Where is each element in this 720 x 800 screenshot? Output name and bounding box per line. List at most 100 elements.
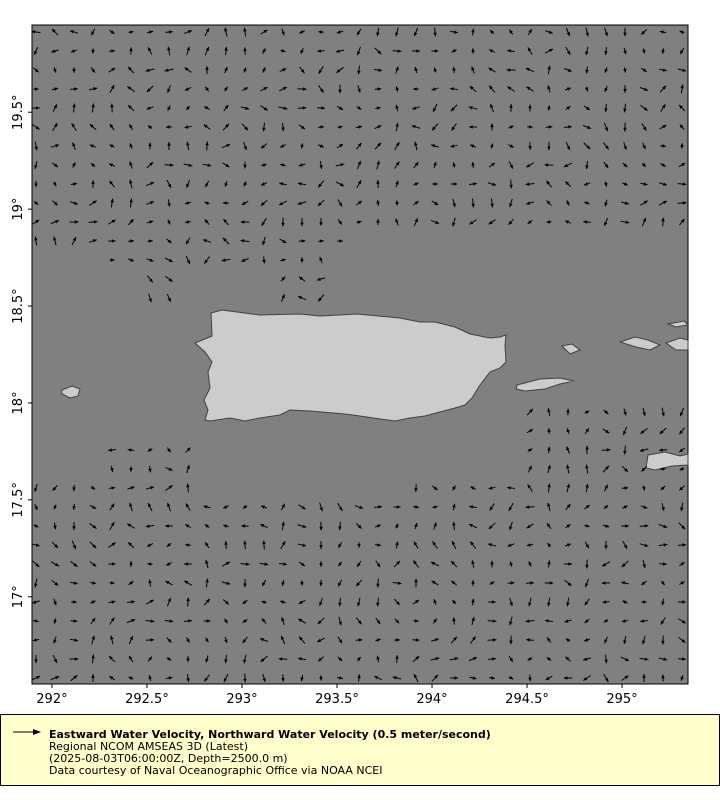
velocity-arrow [430,144,440,148]
velocity-arrow [414,141,418,151]
velocity-arrow [468,106,478,110]
velocity-arrow [433,598,437,606]
velocity-arrow [585,160,589,170]
velocity-arrow [376,578,380,588]
velocity-arrow [204,219,210,225]
velocity-arrow [280,49,286,53]
velocity-arrow [336,30,344,34]
velocity-arrow [583,638,591,642]
velocity-arrow [53,522,57,530]
velocity-arrow [640,104,648,112]
velocity-arrow [262,67,266,73]
velocity-arrow [33,67,39,73]
velocity-arrow [185,543,191,547]
velocity-arrow [677,618,687,624]
velocity-arrow [584,524,590,528]
velocity-arrow [278,657,288,661]
velocity-arrow [319,675,323,681]
velocity-arrow [376,180,380,188]
x-tick-label: 293.5° [315,692,359,707]
velocity-arrow [259,562,269,566]
velocity-arrow [297,106,307,110]
velocity-arrow [129,560,133,568]
velocity-arrow [678,104,686,112]
velocity-arrow [167,105,171,111]
velocity-arrow [509,179,513,189]
velocity-arrow [488,67,496,73]
velocity-arrow [317,294,325,302]
velocity-arrow [337,239,343,243]
y-tick-label: 19° [11,198,26,221]
velocity-arrow [203,619,211,623]
velocity-arrow [356,105,362,111]
velocity-arrow [412,638,420,642]
velocity-arrow [281,28,285,36]
velocity-arrow [547,464,551,474]
velocity-arrow [297,657,307,661]
velocity-arrow [222,237,230,245]
velocity-arrow [508,655,514,663]
velocity-arrow [376,27,380,37]
velocity-arrow [337,579,343,587]
velocity-arrow [622,600,628,604]
velocity-arrow [109,180,115,188]
velocity-arrow [108,562,116,566]
velocity-arrow [375,638,381,642]
velocity-arrow [640,67,648,73]
vector-map: 292° 292.5° 293° 293.5° 294° 294.5° 295° 19.5°… [11,24,690,707]
velocity-arrow [224,618,228,624]
velocity-arrow [584,410,590,414]
velocity-arrow [451,49,457,53]
velocity-arrow [72,103,76,113]
velocity-arrow [108,163,116,167]
velocity-arrow [545,675,553,681]
velocity-arrow [450,580,458,586]
velocity-arrow [146,106,154,110]
velocity-arrow [240,239,250,243]
velocity-arrow [469,636,477,644]
velocity-arrow [544,163,554,167]
velocity-arrow [488,522,496,530]
x-tick-label: 294° [416,692,447,707]
velocity-arrow [146,220,154,224]
velocity-arrow [241,258,249,262]
velocity-arrow [623,27,627,37]
velocity-arrow [72,162,76,168]
velocity-arrow [623,122,627,132]
velocity-arrow [565,656,571,662]
velocity-arrow [52,181,57,187]
y-tick-label: 19.5° [11,94,26,129]
velocity-arrow [89,541,97,549]
velocity-arrow [184,125,192,129]
velocity-arrow [621,581,629,585]
velocity-arrow [185,503,191,511]
velocity-arrow [604,85,608,93]
velocity-arrow [300,257,304,263]
velocity-arrow [430,219,440,225]
velocity-arrow [468,523,478,529]
velocity-arrow [317,125,325,129]
velocity-arrow [108,600,116,604]
velocity-arrow [639,448,649,452]
velocity-arrow [487,543,497,547]
velocity-arrow [243,654,247,664]
velocity-arrow [108,67,116,73]
velocity-arrow [224,181,228,187]
velocity-arrow [148,465,152,473]
velocity-arrow [432,485,438,491]
velocity-arrow [661,48,665,54]
velocity-arrow [299,66,305,74]
velocity-arrow [545,180,553,188]
velocity-arrow [166,637,172,643]
velocity-arrow [659,562,667,566]
velocity-arrow [564,543,572,547]
velocity-arrow [34,578,38,588]
velocity-arrow [280,163,286,167]
velocity-arrow [544,619,554,623]
velocity-arrow [603,217,609,227]
velocity-arrow [488,49,496,53]
velocity-arrow [316,637,326,643]
velocity-arrow [110,198,114,208]
velocity-arrow [167,219,171,225]
velocity-arrow [70,619,78,623]
